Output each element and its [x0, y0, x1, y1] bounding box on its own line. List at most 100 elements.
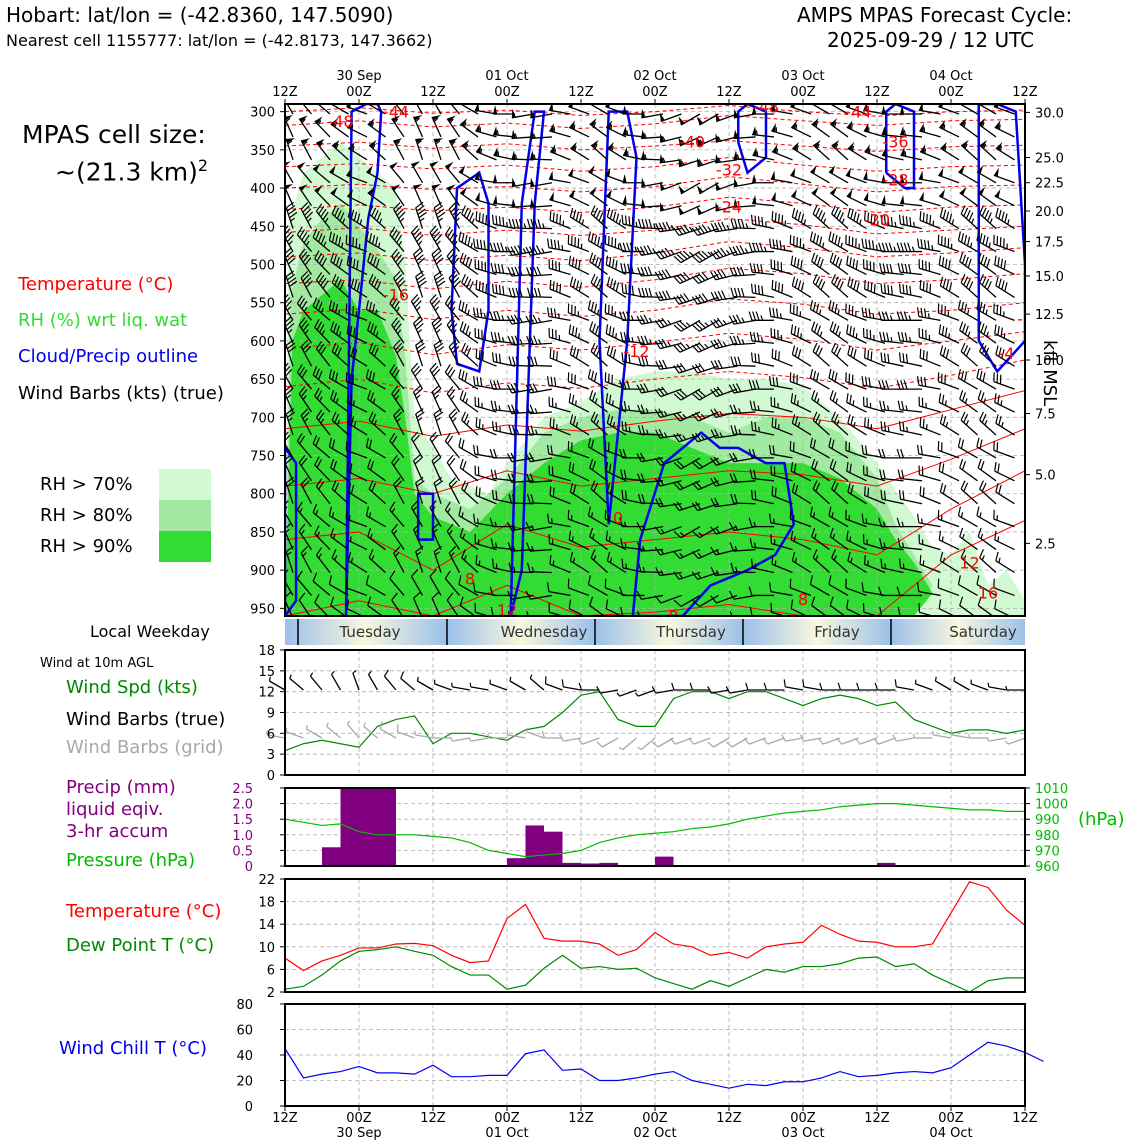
barb-full [495, 284, 498, 294]
barb-full [518, 266, 523, 276]
barb-full [621, 283, 624, 293]
barb-half [497, 151, 500, 157]
wind-barb [315, 409, 331, 436]
barb-full [316, 459, 323, 468]
barb-flag [367, 118, 375, 127]
barb-full [312, 503, 318, 513]
barb-half [335, 398, 339, 404]
barb-staff [459, 467, 479, 482]
wind-barb [412, 183, 424, 206]
surface-wind-barb [953, 676, 970, 691]
barb-flag [864, 144, 870, 154]
barb-full [902, 490, 905, 500]
top-time-label: 00Z [346, 85, 372, 100]
barb-full [433, 319, 441, 327]
barb-full [474, 327, 476, 338]
wind-barb [315, 547, 331, 573]
barb-full [463, 345, 469, 355]
barb-staff [296, 509, 312, 528]
barb-full [904, 263, 908, 274]
barb-full [497, 263, 501, 274]
barb-full [312, 572, 318, 582]
barb-half [476, 518, 479, 524]
barb-full [898, 352, 902, 362]
wind-barb [475, 417, 497, 436]
barb-full [368, 370, 373, 380]
barb-flag [313, 93, 322, 102]
pressure-ytick-label: 960 [1035, 860, 1060, 875]
barb-full [448, 389, 456, 398]
wind-barb [994, 189, 1015, 207]
bottom-time-label: 00Z [346, 1111, 372, 1126]
cloud-outline [885, 104, 916, 190]
kft-tick-label: 5.0 [1035, 469, 1056, 484]
wind-barb [475, 191, 497, 207]
barb-full [434, 342, 444, 350]
barb-full [736, 335, 742, 345]
barb-staff [391, 324, 405, 344]
barb-flag [881, 194, 886, 204]
barb-full [925, 329, 927, 340]
wind-barb [459, 186, 479, 207]
wind-barb [367, 118, 386, 138]
wind-barb [315, 340, 331, 367]
barb-full [461, 233, 465, 243]
barb-full [365, 231, 369, 241]
barb-staff [938, 126, 960, 138]
barb-full [768, 307, 772, 317]
barb-flag [863, 191, 869, 201]
surface-wind-barb [802, 679, 822, 691]
barb-staff [393, 208, 405, 229]
barb-full [898, 283, 902, 293]
barb-staff [410, 300, 424, 321]
barb-full [537, 287, 542, 298]
wind-barb [993, 167, 1015, 184]
kft-tick-label: 2.5 [1035, 537, 1056, 552]
wind-barb [459, 252, 479, 276]
barb-flag [390, 91, 399, 100]
barb-full [665, 290, 671, 300]
barb-staff [296, 234, 312, 252]
barb-full [436, 346, 445, 353]
barb-full [302, 254, 310, 263]
barb-full [372, 325, 377, 335]
barb-full [641, 287, 646, 297]
windchill-ytick-label: 40 [236, 1049, 253, 1064]
barb-full [856, 682, 860, 691]
barb-full [476, 376, 479, 386]
wind-barb [433, 408, 444, 436]
barb-full [658, 291, 664, 301]
barb-full [511, 425, 516, 435]
pressure-tick-label: 750 [250, 450, 275, 465]
barb-full [301, 300, 308, 310]
precip-label-2: liquid eqiv. [66, 799, 164, 820]
surface-wind-barb [309, 672, 323, 691]
barb-full [331, 370, 336, 380]
surface-wind-barb [671, 682, 692, 691]
barb-half [331, 670, 335, 675]
surface-wind-barb [763, 682, 785, 691]
wind-barb [691, 271, 719, 285]
wind-barb [346, 255, 368, 276]
barb-full [790, 255, 794, 265]
barb-full [414, 368, 422, 377]
barb-full [481, 329, 483, 340]
barb-full [889, 264, 893, 274]
barb-full [339, 281, 345, 290]
barb-staff [298, 324, 313, 344]
barb-full [448, 339, 457, 348]
barb-half [537, 317, 542, 323]
temp-label: -40 [679, 132, 705, 151]
barb-full [802, 679, 805, 687]
barb-full [298, 523, 306, 532]
barb-full [783, 679, 786, 687]
barb-half [635, 692, 639, 697]
barb-staff [330, 261, 349, 276]
barb-half [352, 670, 357, 674]
barb-full [356, 260, 359, 270]
barb-staff [300, 415, 313, 436]
wind-barb [328, 231, 349, 253]
barb-full [412, 434, 420, 443]
wind-barb [346, 461, 368, 482]
barb-half [335, 143, 339, 149]
